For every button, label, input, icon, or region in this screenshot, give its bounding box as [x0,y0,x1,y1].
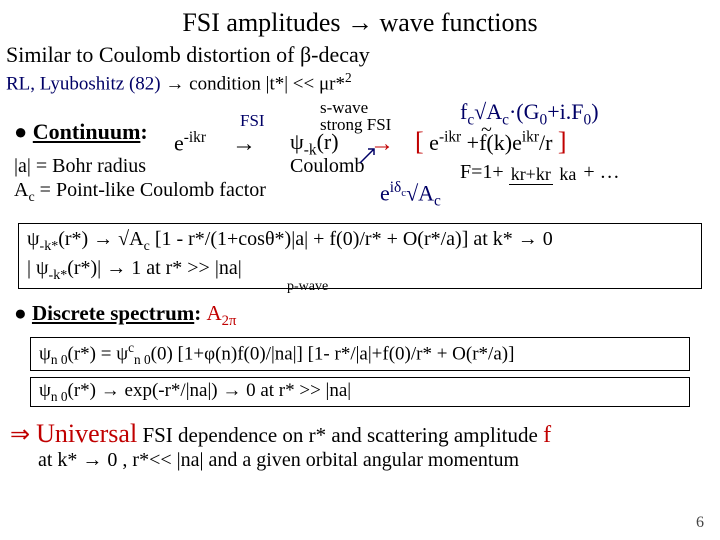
feq-pre: F=1+ [460,161,509,183]
eikr-sup: -ikr [184,129,206,146]
psi-arg: (r) [317,129,339,154]
arrow-1: → [232,131,256,158]
swave-label: s-wave strong FSI [320,99,391,133]
Ac2: A [14,179,28,201]
f-tilde: f [479,130,486,156]
bullet: ● [14,119,33,144]
bohr-radius: |a| = Bohr radius [14,155,146,178]
page-number: 6 [696,514,704,532]
Ac-sub: c [502,112,509,129]
b1l2-pre: | ψ [27,257,49,279]
disc-colon: : [194,301,206,325]
b1-arg: (r*) → √A [58,228,143,250]
b1-psi: ψ [27,228,40,250]
disc-text: Discrete spectrum [32,301,194,325]
eid-sup: iδ [390,179,402,196]
feq-post: + … [583,161,619,183]
box1-line1: ψ-k*(r*) → √Ac [1 - r*/(1+cosθ*)|a| + f(… [27,228,693,255]
universal-word: Universal [36,419,137,448]
b2a-sub: n 0 [51,352,68,367]
g0f0-end: ) [591,99,598,124]
pointlike-coulomb: Ac = Point-like Coulomb factor [14,179,266,206]
br-sup1: -ikr [439,129,461,146]
b2b-sub: n 0 [51,388,68,403]
swave-top: s-wave [320,99,391,116]
e-sym: e [174,131,184,156]
coulomb-arrow-icon [358,145,378,165]
g0f0-mid: +i.F [547,99,583,124]
univ-f: f [543,422,551,448]
box1-line2: | ψ-k*(r*)| → 1 at r* >> |na| p-wave [27,257,693,284]
ref-author: RL, Lyuboshitz (82) [6,73,161,94]
bracket-left: [ [415,127,424,156]
a2pi-sub: 2π [222,314,237,330]
exp-minus-ikr: e-ikr [174,129,206,156]
reference-condition: RL, Lyuboshitz (82) → condition |t*| << … [0,68,720,95]
univ-arrow-icon: ⇒ [10,422,36,448]
feq-den: ka [557,164,578,184]
sqrt-ac-sub: c [434,193,441,210]
b2a-arg: (r*) = ψ [68,343,129,364]
b2b-rest: (r*) → exp(-r*/|na|) → 0 at r* >> |na| [68,380,352,401]
univ-rest: FSI dependence on r* and scattering ampl… [142,423,543,447]
a2pi: A [207,301,222,325]
ref-sup: 2 [345,70,352,85]
sqrt-ac: √A [406,181,434,206]
continuum-label: ● Continuum: [14,119,148,145]
br-slash: /r [539,130,558,155]
box-discrete-2: ψn 0(r*) → exp(-r*/|na|) → 0 at r* >> |n… [30,377,690,408]
b1-sub: -k* [40,239,59,254]
b1l2-mid: (r*)| → 1 at r* >> |na| [67,257,242,279]
br-plus: + [461,130,479,155]
disc-bullet: ● [14,301,32,325]
pwave-label: p-wave [287,279,328,295]
feq-frac: kr+kr ka [509,165,579,183]
discrete-heading: ● Discrete spectrum: A2π [0,293,720,330]
b2a-rest: (0) [1+φ(n)f(0)/|na|] [1- r*/|a|+f(0)/r*… [151,343,515,364]
b1-mid: [1 - r*/(1+cosθ*)|a| + f(0)/r* + O(r*/a)… [150,228,553,250]
universal-line: ⇒ Universal FSI dependence on r* and sca… [0,411,720,472]
br-e1: e [424,130,439,155]
pointlike-text: = Point-like Coulomb factor [35,179,266,201]
exp-idelta-ac: eiδc√Ac [380,179,441,211]
br-sup2: ikr [522,129,539,146]
subtitle: Similar to Coulomb distortion of β-decay [0,38,720,68]
b2b-psi: ψ [39,380,51,401]
b2a-sub2: n 0 [134,352,151,367]
universal-line2: at k* → 0 , r*<< |na| and a given orbita… [10,449,706,472]
continuum-text: Continuum [33,119,141,144]
feq-num: kr+kr [509,164,553,185]
ref-condition-text: → condition |t*| << μr* [165,73,345,94]
F-equation: F=1+ kr+kr ka + … [460,161,620,184]
page-title: FSI amplitudes → wave functions [0,0,720,38]
b2a-psi: ψ [39,343,51,364]
eid-e: e [380,181,390,206]
b1l2-sub: -k* [49,268,68,283]
fsi-label: FSI [240,111,265,131]
g0f0-a: ·(G [509,99,540,124]
coulomb-label: Coulomb [290,155,364,178]
psi-sym: ψ [290,129,304,154]
bracket-right: ] [558,127,567,156]
box-continuum-limits: ψ-k*(r*) → √Ac [1 - r*/(1+cosθ*)|a| + f(… [18,223,702,289]
continuum-row: ● Continuum: e-ikr FSI → s-wave strong F… [0,99,720,219]
box-discrete-1: ψn 0(r*) = ψcn 0(0) [1+φ(n)f(0)/|na|] [1… [30,337,690,371]
bracket-expression: [ e-ikr +f(k)eikr/r ] [415,127,567,157]
